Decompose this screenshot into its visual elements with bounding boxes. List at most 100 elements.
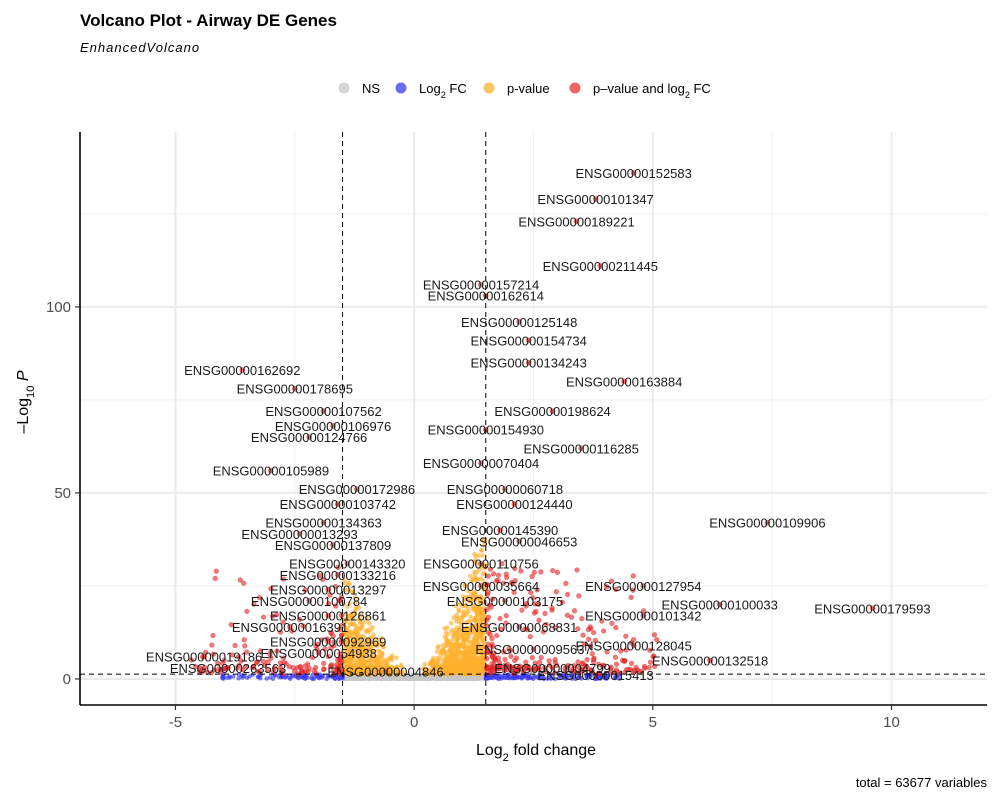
point-p	[478, 657, 484, 663]
point-p	[394, 664, 399, 670]
point-ns	[396, 676, 401, 682]
point-pfc	[237, 577, 243, 583]
point-p	[350, 643, 356, 649]
point-fc	[588, 674, 593, 680]
point-p	[352, 665, 357, 671]
point-pfc	[623, 633, 629, 639]
point-p	[345, 604, 350, 609]
point-p	[377, 667, 382, 672]
point-p	[471, 604, 477, 609]
point-pfc	[484, 623, 490, 629]
point-p	[450, 665, 456, 671]
point-ns	[355, 675, 360, 680]
point-p	[471, 665, 477, 670]
point-pfc	[586, 636, 592, 642]
point-p	[436, 644, 441, 649]
point-pfc	[564, 591, 571, 598]
point-ns	[447, 676, 452, 681]
point-fc	[484, 676, 489, 681]
point-p	[470, 659, 475, 665]
point-ns	[444, 676, 449, 682]
point-p	[351, 648, 357, 654]
point-p	[346, 587, 351, 592]
gene-label: ENSG00000124440	[456, 497, 572, 512]
point-p	[342, 581, 348, 586]
point-p	[470, 576, 476, 582]
point-p	[472, 636, 478, 641]
point-p	[476, 647, 482, 653]
gene-label: ENSG00000101342	[585, 609, 701, 624]
point-pfc	[498, 626, 504, 632]
point-p	[356, 668, 362, 673]
point-fc	[332, 675, 337, 680]
point-p	[380, 652, 385, 657]
point-pfc	[554, 569, 561, 576]
point-p	[438, 656, 444, 661]
point-fc	[221, 676, 226, 681]
gene-labels: ENSG00000152583 ENSG00000101347 ENSG000001…	[146, 166, 931, 683]
point-p	[476, 608, 482, 614]
point-pfc	[538, 569, 544, 575]
point-pfc	[338, 612, 345, 619]
y-tick-label: 50	[54, 485, 71, 502]
point-p	[474, 619, 479, 624]
point-pfc	[512, 565, 518, 572]
point-p	[443, 643, 448, 649]
point-pfc	[529, 655, 535, 661]
gene-label: ENSG00000134243	[471, 356, 587, 371]
point-p	[427, 662, 433, 667]
point-p	[369, 663, 375, 669]
legend-label-fc: Log2 FC	[419, 81, 467, 100]
point-p	[481, 537, 486, 542]
point-fc	[553, 676, 558, 682]
point-p	[450, 632, 455, 638]
point-pfc	[574, 567, 580, 573]
x-tick-label: -5	[169, 714, 182, 731]
point-p	[354, 635, 359, 641]
point-p	[470, 590, 476, 596]
point-p	[480, 599, 485, 604]
gene-label: ENSG00000095637	[475, 642, 591, 657]
point-p	[365, 627, 371, 633]
point-fc	[545, 676, 550, 681]
point-p	[451, 642, 457, 647]
point-pfc	[326, 601, 332, 607]
point-p	[475, 577, 480, 582]
point-ns	[406, 675, 412, 680]
y-tick-label: 100	[46, 299, 71, 316]
point-fc	[309, 675, 314, 681]
point-pfc	[485, 573, 491, 579]
point-fc	[256, 674, 261, 680]
gene-label: ENSG00000016391	[232, 620, 348, 635]
point-ns	[418, 673, 423, 679]
gene-label: ENSG00000198624	[494, 404, 610, 419]
point-p	[480, 553, 486, 558]
point-pfc	[580, 632, 586, 638]
point-p	[481, 653, 486, 659]
point-p	[360, 647, 366, 653]
point-ns	[379, 675, 384, 681]
gene-label: ENSG00000124766	[251, 430, 367, 445]
point-p	[346, 613, 352, 619]
point-p	[345, 644, 351, 650]
point-fc	[264, 676, 269, 681]
point-ns	[367, 675, 373, 680]
point-pfc	[212, 575, 218, 582]
point-p	[348, 658, 354, 663]
point-p	[374, 663, 380, 669]
gene-label: ENSG00000004846	[327, 665, 443, 680]
point-fc	[541, 676, 546, 682]
gene-label: ENSG00000103742	[280, 497, 396, 512]
point-pfc	[576, 593, 582, 599]
gene-label: ENSG00000103175	[447, 594, 563, 609]
point-p	[448, 628, 454, 634]
point-fc	[282, 675, 288, 680]
point-fc	[506, 675, 511, 680]
point-p	[436, 671, 442, 676]
point-pfc	[320, 576, 326, 583]
point-p	[346, 639, 352, 644]
point-fc	[519, 675, 524, 680]
point-pfc	[628, 660, 635, 667]
point-pfc	[241, 580, 247, 586]
point-p	[478, 621, 484, 627]
